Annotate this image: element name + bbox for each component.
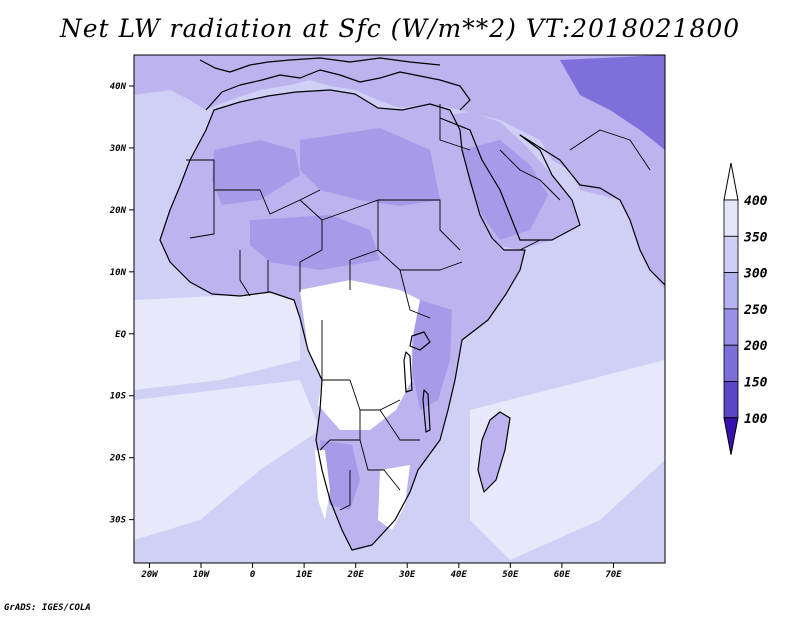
ocean-light-patch [134,292,300,390]
plot-frame [133,54,666,564]
lake-tanganyika [403,351,413,393]
field-layer [134,55,665,563]
colorbar-segment [723,344,739,382]
coastal-white-patch [315,450,330,520]
lat-tick-label: 10S [110,392,127,402]
ocean-light-patch [134,380,320,540]
longitude-axis: 20W 10W 0 10E 20E 30E 40E 50E 60E 70E [140,563,622,580]
colorbar-segment [723,199,739,237]
lat-tick-label: 20S [109,454,127,464]
lon-tick-label: 20W [140,570,159,580]
africa-coastline [159,89,526,551]
latitude-axis: 40N 30N 20N 10N EQ 10S 20S 30S [109,82,134,526]
colorbar-label: 350 [743,230,768,245]
lat-tick-label: 10N [110,268,127,278]
westsahara-dark-patch [212,140,300,205]
lon-tick-label: 30E [398,570,416,580]
lat-tick-label: 40N [110,82,127,92]
colorbar-upper-arrow [723,162,739,201]
lon-tick-label: 10E [296,570,313,580]
lake-victoria [409,331,431,351]
eastafrica-dark-patch [412,300,452,410]
ocean-light-patch [470,360,665,560]
lon-tick-label: 60E [554,570,571,580]
colorbar-lower-arrow [723,417,739,455]
arabia-dark-patch [462,140,548,240]
lon-tick-label: 40E [451,570,468,580]
lon-tick-label: 70E [605,570,622,580]
lat-tick-label: 30N [109,144,127,154]
grads-credit: GrADS: IGES/COLA [4,603,91,613]
equatorial-white-patch [300,280,420,430]
lon-tick-label: 10W [193,570,211,580]
colorbar-segment [723,381,739,419]
europe-land [134,55,310,110]
lat-tick-label: 30S [109,516,127,526]
madagascar-land [478,412,510,492]
lake-malawi [422,389,431,433]
lon-tick-label: 20E [347,570,365,580]
colorbar-label: 400 [744,194,768,209]
lat-tick-label: 20N [109,206,127,216]
coastal-white-patch [378,465,410,530]
map-title: Net LW radiation at Sfc (W/m**2) VT:2018… [59,14,741,43]
lat-tick-label: EQ [115,330,126,340]
colorbar: 400 350 300 250 200 150 100 [723,162,768,455]
himalaya-dark-patch [560,55,665,150]
colorbar-label: 200 [743,339,768,354]
arabia-coastline [439,117,665,286]
asia-land [300,55,665,290]
colorbar-label: 150 [744,376,768,391]
sahara-dark-patch [300,128,440,206]
colorbar-segment [723,272,739,310]
colorbar-segment [723,235,739,274]
lon-tick-label: 0 [250,570,256,580]
country-borders [186,104,651,511]
madagascar-coastline [477,411,511,493]
colorbar-label: 300 [743,267,768,282]
mediterranean-coastline [205,69,471,111]
europe-coastline [199,57,441,73]
colorbar-label: 250 [743,303,768,318]
colorbar-segment [723,308,739,346]
sahel-dark-patch [250,215,380,270]
lon-tick-label: 50E [502,570,519,580]
colorbar-label: 100 [744,412,768,427]
